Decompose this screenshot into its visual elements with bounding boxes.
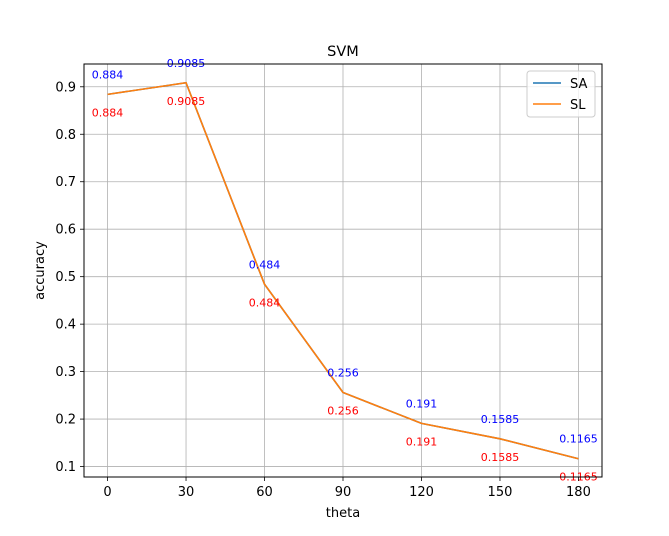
x-tick-label: 150 — [488, 485, 513, 500]
y-tick-label: 0.1 — [55, 460, 76, 475]
series-line-sl — [107, 81, 579, 460]
data-label-sa: 0.191 — [406, 397, 438, 410]
y-tick-label: 0.6 — [55, 223, 76, 238]
data-label-sa: 0.484 — [249, 258, 281, 271]
x-tick-label: 90 — [335, 485, 352, 500]
legend-label-sl: SL — [570, 98, 586, 113]
x-tick-label: 120 — [409, 485, 434, 500]
data-label-sa: 0.884 — [92, 68, 124, 81]
y-tick-label: 0.5 — [55, 270, 76, 285]
legend: SA SL — [526, 70, 596, 118]
x-tick-label: 30 — [178, 485, 195, 500]
x-tick-label: 60 — [256, 485, 273, 500]
x-axis-ticks: 0 30 60 90 120 150 180 — [103, 477, 591, 500]
x-axis-label: theta — [326, 506, 360, 521]
data-label-sa: 0.256 — [327, 367, 359, 380]
y-tick-label: 0.3 — [55, 365, 76, 380]
data-label-sl: 0.484 — [249, 296, 281, 309]
x-tick-label: 0 — [103, 485, 111, 500]
y-tick-label: 0.7 — [55, 175, 76, 190]
legend-label-sa: SA — [570, 77, 587, 92]
data-label-sa: 0.1585 — [481, 413, 520, 426]
data-labels: 0.884 0.9085 0.484 0.256 0.191 0.1585 0.1165 0.… — [92, 57, 598, 484]
data-label-sl: 0.9085 — [167, 95, 206, 108]
data-label-sa: 0.9085 — [167, 57, 206, 70]
data-label-sa: 0.1165 — [559, 433, 598, 446]
y-tick-label: 0.8 — [55, 128, 76, 143]
data-label-sl: 0.884 — [92, 106, 124, 119]
data-label-sl: 0.1585 — [481, 451, 520, 464]
data-label-sl: 0.256 — [327, 405, 359, 418]
y-axis-ticks: 0.1 0.2 0.3 0.4 0.5 0.6 0.7 0.8 0.9 — [55, 80, 84, 475]
data-label-sl: 0.191 — [406, 435, 438, 448]
chart-title: SVM — [327, 44, 359, 60]
y-tick-label: 0.9 — [55, 80, 76, 95]
y-tick-label: 0.4 — [55, 318, 76, 333]
series-lines — [107, 81, 579, 460]
grid — [84, 64, 602, 477]
y-axis-label: accuracy — [33, 241, 48, 300]
x-tick-label: 180 — [566, 485, 591, 500]
y-tick-label: 0.2 — [55, 413, 76, 428]
